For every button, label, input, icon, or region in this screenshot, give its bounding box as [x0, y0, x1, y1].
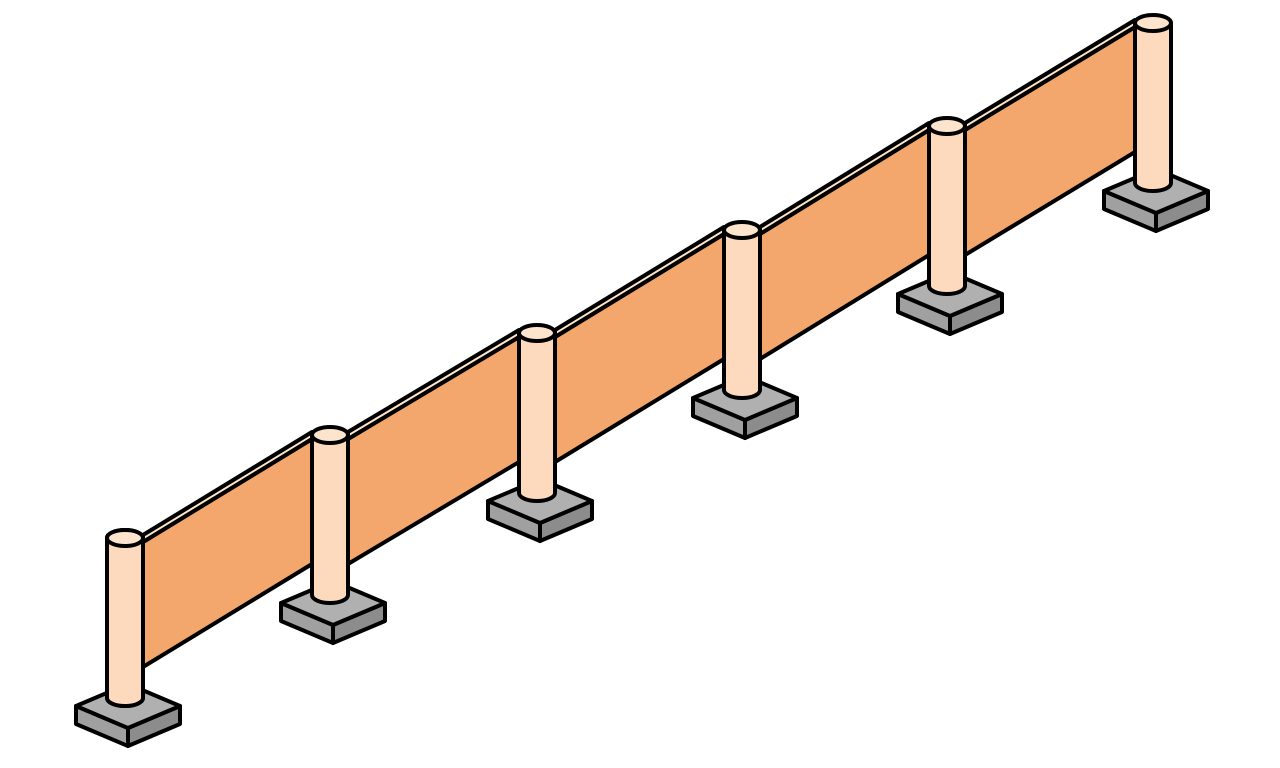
post-6 [1133, 21, 1173, 193]
post-cap-2 [310, 425, 350, 445]
post-1 [105, 536, 145, 708]
post-cap-1 [105, 528, 145, 548]
post-4 [722, 228, 762, 400]
post-cap-6 [1133, 13, 1173, 33]
panel-1 [141, 437, 314, 669]
panel-3 [553, 232, 726, 464]
fence [74, 13, 1210, 748]
post-3 [517, 331, 557, 503]
panel-5 [963, 25, 1137, 257]
post-2 [310, 433, 350, 605]
panel-4 [758, 128, 931, 361]
post-cap-4 [722, 220, 762, 240]
post-cap-5 [927, 116, 967, 136]
panel-2 [346, 335, 521, 566]
post-5 [927, 124, 967, 296]
post-cap-3 [517, 323, 557, 343]
